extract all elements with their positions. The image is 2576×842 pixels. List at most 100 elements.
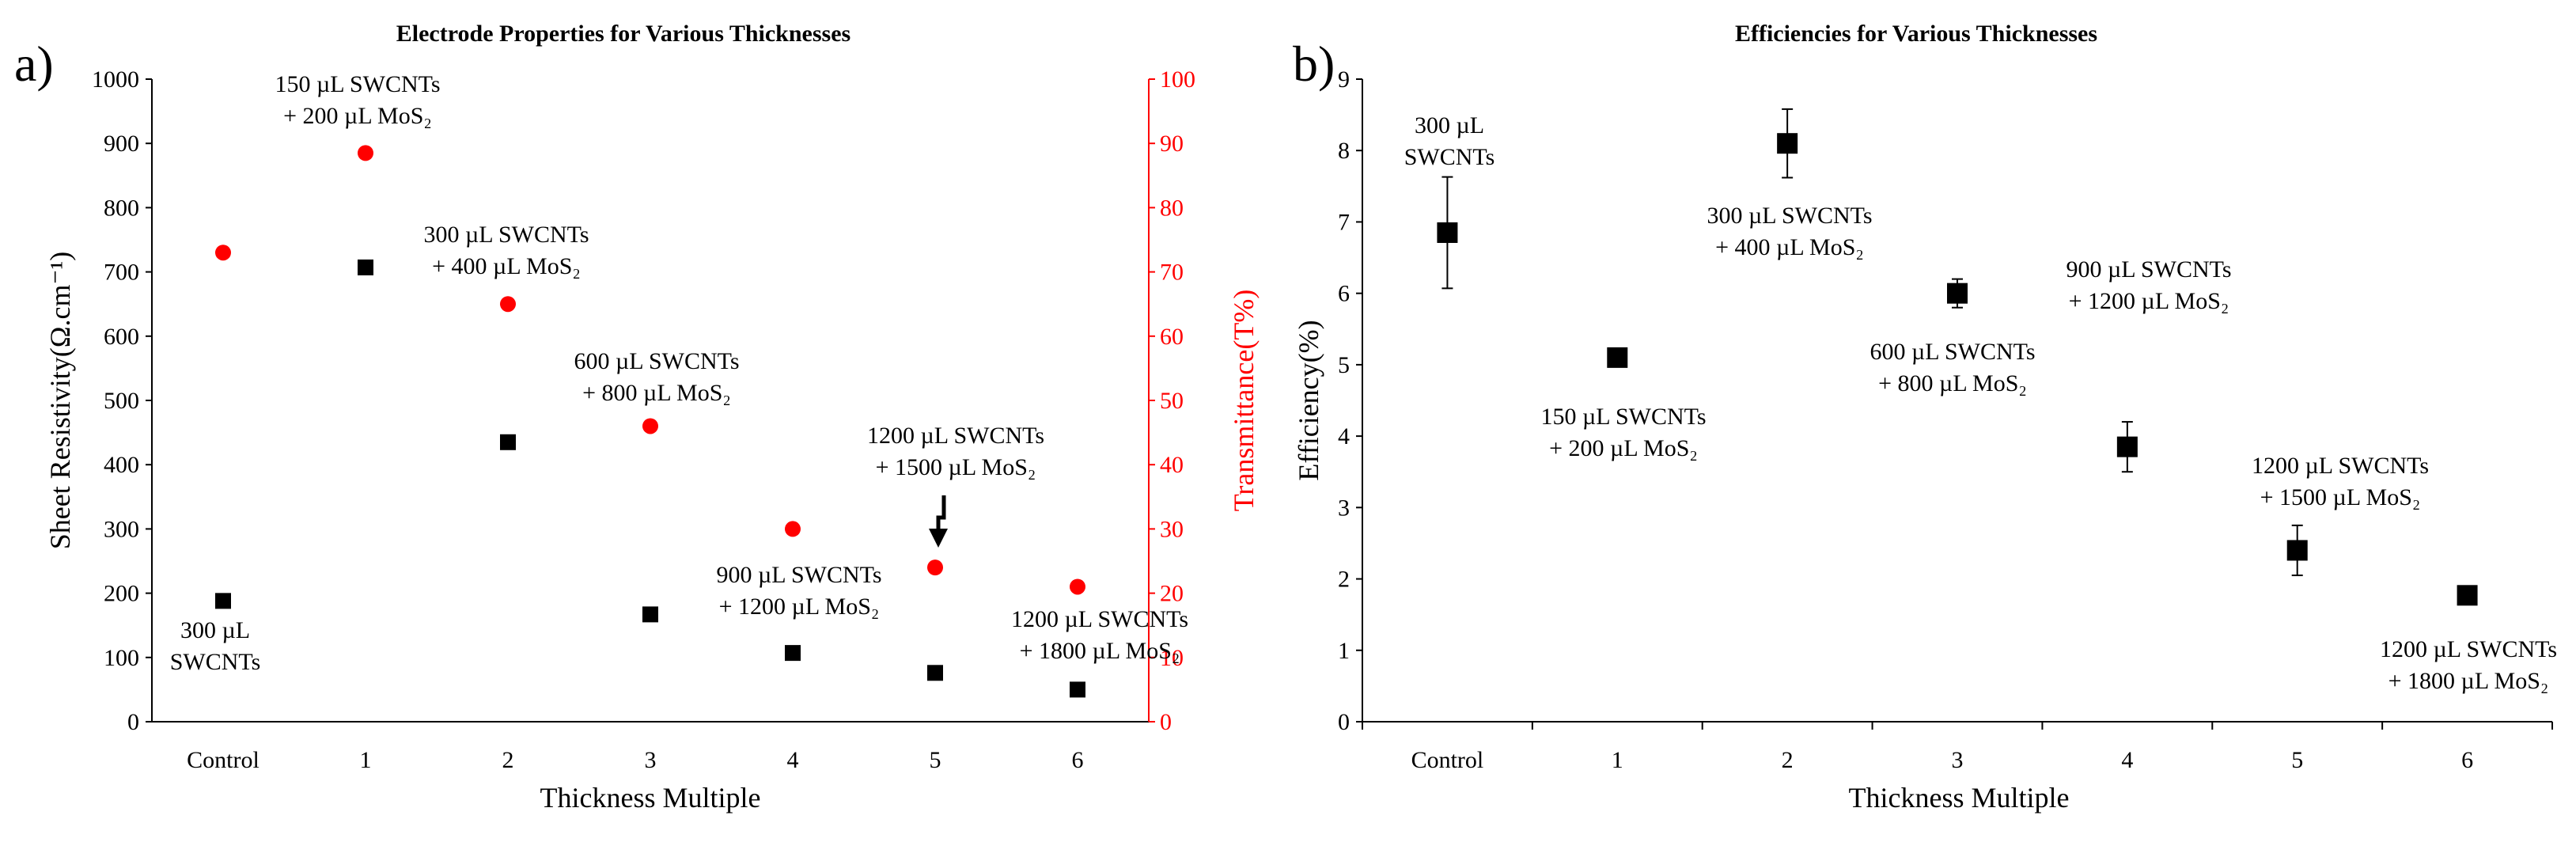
panel-a-arrow-line (936, 495, 946, 532)
panel-a: a) Electrode Properties for Various Thic… (14, 21, 1260, 814)
panel-b-x-tick-label: 1 (1612, 747, 1623, 773)
panel-a-left-tick-label: 700 (104, 260, 139, 286)
panel-a-left-tick-label: 1000 (92, 66, 139, 93)
panel-b-y-axis-label: Efficiency(%) (1293, 320, 1324, 480)
efficiency-point (1947, 283, 1968, 304)
panel-b-annotation: 900 µL SWCNTs (2066, 256, 2231, 283)
panel-a-annotation: 1200 µL SWCNTs (1011, 606, 1188, 632)
resistivity-point (215, 593, 231, 609)
panel-a-right-tick-label: 90 (1160, 131, 1184, 157)
panel-b-annotations: 300 µL SWCNTs 150 µL SWCNTs + 200 µL MoS₂ 30… (1404, 112, 2557, 694)
panel-a-x-tick-label: 6 (1072, 747, 1084, 773)
panel-b-left-tick-label: 2 (1338, 567, 1350, 593)
efficiency-point (2116, 436, 2138, 457)
panel-b-annotation: 1200 µL SWCNTs (2380, 636, 2557, 662)
panel-a-annotation: + 200 µL MoS₂ (283, 103, 432, 129)
panel-b-x-axis-label: Thickness Multiple (1849, 782, 2070, 814)
panel-b-annotation: 300 µL (1415, 112, 1484, 138)
panel-a-annotation: + 1800 µL MoS₂ (1020, 638, 1180, 664)
efficiency-point (1437, 222, 1458, 243)
panel-a-label: a) (14, 36, 54, 92)
panel-b-annotation: SWCNTs (1404, 144, 1495, 170)
panel-a-left-tick-label: 0 (127, 709, 139, 735)
panel-a-right-tick-label: 10 (1160, 645, 1184, 671)
panel-a-right-tick-label: 50 (1160, 388, 1184, 414)
efficiency-point (2286, 540, 2308, 561)
panel-a-annotation: + 400 µL MoS₂ (432, 253, 581, 279)
transmittance-point (1070, 578, 1085, 595)
panel-b-annotation: + 1500 µL MoS₂ (2260, 484, 2421, 510)
transmittance-point (785, 521, 801, 537)
panel-b-label: b) (1293, 36, 1335, 92)
panel-a-right-tick-label: 60 (1160, 324, 1184, 350)
panel-b-annotation: + 1800 µL MoS₂ (2388, 668, 2549, 694)
panel-b-marks (1437, 108, 2478, 606)
panel-a-right-tick-label: 40 (1160, 452, 1184, 478)
resistivity-point (927, 665, 943, 681)
panel-b-annotation: + 800 µL MoS₂ (1878, 370, 2027, 396)
transmittance-point (642, 418, 658, 434)
panel-b-x-tick-label: 4 (2121, 747, 2133, 773)
transmittance-point (927, 559, 943, 576)
resistivity-point (358, 259, 373, 275)
panel-a-annotation: SWCNTs (170, 649, 261, 675)
panel-b-left-ticks: 0 1 2 3 4 5 6 7 8 9 (1338, 66, 1362, 735)
panel-a-annotation: 900 µL SWCNTs (716, 562, 881, 588)
panel-a-x-tick-label: 1 (360, 747, 372, 773)
panel-b-x-tick-label: 2 (1782, 747, 1794, 773)
panel-a-x-tick-label: 5 (930, 747, 941, 773)
resistivity-point (785, 645, 801, 662)
panel-a-title: Electrode Properties for Various Thickne… (396, 21, 850, 47)
panel-a-annotation: 1200 µL SWCNTs (867, 423, 1044, 449)
panel-a-left-tick-label: 100 (104, 645, 139, 671)
panel-a-right-tick-label: 20 (1160, 581, 1184, 607)
panel-a-left-tick-label: 900 (104, 131, 139, 157)
panel-a-right-tick-label: 0 (1160, 709, 1172, 735)
transmittance-point (215, 245, 231, 261)
panel-a-x-ticks: Control 1 2 3 4 5 6 (187, 747, 1083, 773)
efficiency-point (2457, 585, 2478, 606)
efficiency-point (1777, 133, 1798, 154)
panel-b-left-tick-label: 6 (1338, 281, 1350, 307)
panel-b-annotation: + 1200 µL MoS₂ (2069, 288, 2229, 314)
panel-a-annotation: + 800 µL MoS₂ (582, 380, 731, 406)
panel-a-annotation: 150 µL SWCNTs (275, 71, 440, 97)
panel-b-annotation: 300 µL SWCNTs (1707, 203, 1872, 229)
panel-b-x-tick-label: Control (1411, 747, 1484, 773)
panel-a-left-tick-label: 800 (104, 195, 139, 221)
panel-a-right-tick-label: 100 (1160, 66, 1195, 93)
panel-a-annotation: 300 µL (180, 617, 250, 643)
panel-a-x-tick-label: 2 (502, 747, 514, 773)
panel-a-x-tick-label: 3 (645, 747, 657, 773)
panel-a-left-tick-label: 200 (104, 581, 139, 607)
panel-b-left-tick-label: 3 (1338, 495, 1350, 521)
panel-a-annotation: + 1200 µL MoS₂ (719, 594, 880, 620)
panel-a-x-tick-label: 4 (787, 747, 799, 773)
panel-a-left-tick-label: 500 (104, 388, 139, 414)
panel-a-y-axis-label: Sheet Resistivity(Ω.cm⁻¹) (44, 252, 76, 550)
transmittance-point (358, 145, 373, 161)
panel-b-x-tick-label: 5 (2291, 747, 2303, 773)
panel-a-annotation: + 1500 µL MoS₂ (876, 454, 1036, 480)
panel-b-title: Efficiencies for Various Thicknesses (1735, 21, 2097, 47)
panel-a-left-ticks: 0 100 200 300 400 500 600 700 800 900 1000 (92, 66, 152, 735)
resistivity-point (642, 606, 658, 623)
panel-b-annotation: + 400 µL MoS₂ (1715, 234, 1864, 260)
panel-a-annotation: 300 µL SWCNTs (423, 222, 589, 248)
panel-a-x-tick-label: Control (187, 747, 259, 773)
panel-a-right-ticks: 0 10 20 30 40 50 60 70 80 90 100 (1149, 66, 1195, 735)
panel-b-x-tick-label: 3 (1952, 747, 1964, 773)
panel-a-y2-axis-label: Transmittance(T%) (1228, 290, 1260, 512)
resistivity-point (1070, 681, 1085, 698)
panel-b-annotation: + 200 µL MoS₂ (1549, 435, 1698, 461)
panel-a-right-tick-label: 30 (1160, 516, 1184, 542)
transmittance-point (500, 296, 516, 313)
panel-b-annotation: 1200 µL SWCNTs (2252, 453, 2429, 479)
panel-b: b) Efficiencies for Various Thicknesses … (1293, 21, 2557, 814)
panel-b-left-tick-label: 7 (1338, 209, 1350, 235)
efficiency-point (1607, 347, 1628, 368)
panel-a-right-tick-label: 70 (1160, 260, 1184, 286)
panel-a-x-axis-label: Thickness Multiple (540, 782, 761, 814)
panel-b-annotation: 600 µL SWCNTs (1869, 339, 2035, 365)
